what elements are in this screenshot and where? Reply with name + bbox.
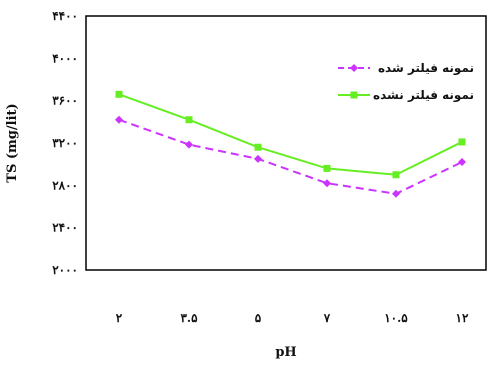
legend-label: نمونه فیلتر نشده bbox=[373, 88, 474, 103]
y-tick-label: ۳۲۰۰ bbox=[52, 136, 78, 150]
y-tick-label: ۲۰۰۰ bbox=[52, 263, 78, 277]
plot-frame bbox=[85, 15, 487, 271]
y-tick-label: ۲۸۰۰ bbox=[52, 178, 78, 192]
data-point bbox=[458, 138, 466, 146]
x-tick-label: ۲ bbox=[116, 311, 123, 325]
x-tick-label: ۷ bbox=[323, 311, 331, 325]
data-point bbox=[323, 179, 331, 188]
data-point bbox=[254, 154, 262, 163]
x-axis-ticks: ۲ ۳.۵ ۵ ۷ ۱۰.۵ ۱۲ bbox=[116, 311, 469, 325]
data-point bbox=[185, 116, 193, 124]
y-tick-label: ۲۴۰۰ bbox=[52, 221, 78, 235]
data-point bbox=[392, 189, 400, 198]
series-line bbox=[118, 118, 463, 195]
data-point bbox=[115, 90, 123, 98]
y-axis-ticks: ۲۰۰۰ ۲۴۰۰ ۲۸۰۰ ۳۲۰۰ ۳۶۰۰ ۴۰۰۰ ۴۴۰۰ bbox=[52, 9, 78, 277]
data-point bbox=[185, 140, 193, 149]
data-point bbox=[458, 158, 466, 167]
legend-marker bbox=[350, 91, 358, 99]
x-tick-label: ۱۰.۵ bbox=[384, 311, 408, 325]
x-tick-label: ۱۲ bbox=[456, 311, 469, 325]
legend: نمونه فیلتر شده نمونه فیلتر نشده bbox=[338, 61, 474, 103]
y-axis-title: TS (mg/lit) bbox=[5, 103, 20, 182]
x-tick-label: ۵ bbox=[255, 311, 262, 325]
legend-label: نمونه فیلتر شده bbox=[378, 61, 474, 76]
x-tick-label: ۳.۵ bbox=[180, 311, 198, 325]
y-tick-label: ۴۴۰۰ bbox=[52, 9, 78, 23]
series-line bbox=[118, 93, 463, 176]
legend-marker bbox=[350, 64, 358, 72]
data-point bbox=[392, 171, 400, 179]
x-axis-title: pH bbox=[275, 345, 296, 360]
data-point bbox=[115, 115, 123, 124]
data-point bbox=[254, 143, 262, 151]
data-point bbox=[323, 164, 331, 172]
y-tick-label: ۳۶۰۰ bbox=[52, 94, 78, 108]
series-layer bbox=[115, 90, 466, 198]
y-tick-label: ۴۰۰۰ bbox=[52, 51, 78, 65]
